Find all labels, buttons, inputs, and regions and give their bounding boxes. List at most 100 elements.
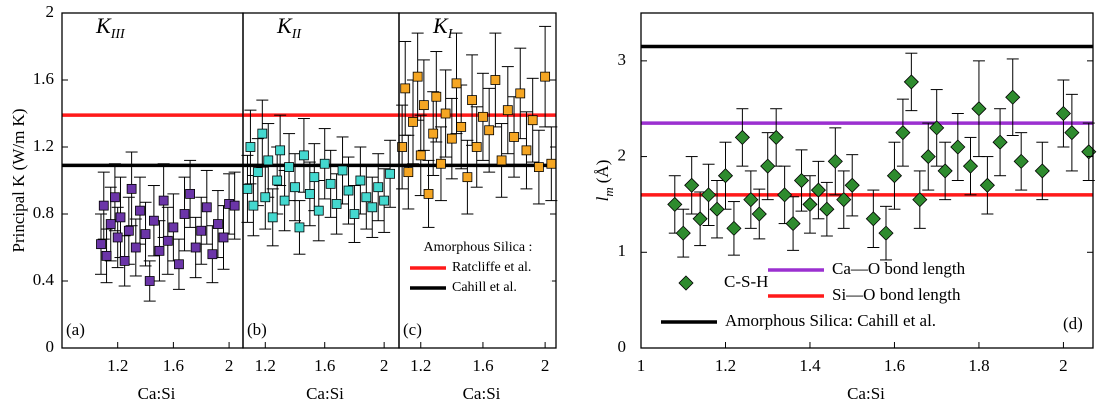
point (950, 139, 966, 155)
point (836, 192, 852, 208)
x-tick-label: 1 (637, 356, 646, 375)
point (337, 165, 348, 176)
point (98, 200, 109, 211)
point (367, 202, 378, 213)
point (971, 101, 987, 117)
point (515, 88, 526, 99)
point (418, 100, 429, 111)
point (284, 162, 294, 173)
legend-label: Ratcliffe et al. (452, 260, 531, 275)
point (299, 150, 309, 161)
point (865, 211, 881, 227)
point (431, 91, 442, 102)
point (768, 129, 784, 145)
point (245, 142, 256, 152)
point (912, 192, 928, 208)
point (920, 149, 936, 165)
point (148, 215, 159, 226)
point (490, 75, 501, 85)
point (408, 116, 418, 127)
y-tick-label: 0.4 (33, 270, 55, 289)
point (96, 239, 106, 250)
point (190, 242, 201, 253)
x-tick-label: 2 (1059, 356, 1068, 375)
point (456, 122, 467, 132)
point (1034, 163, 1050, 179)
point (319, 158, 330, 169)
point (895, 125, 911, 141)
point (793, 172, 810, 189)
x-axis-label: Ca:Si (463, 384, 501, 403)
point (478, 111, 488, 122)
point (379, 195, 390, 206)
point (726, 220, 742, 236)
point (929, 120, 945, 136)
point (196, 225, 207, 236)
x-tick-label: 1.2 (410, 356, 431, 375)
y-tick-label: 0 (46, 337, 55, 356)
x-tick-label: 1.6 (314, 356, 335, 375)
panel-frame (61, 12, 244, 349)
point (546, 158, 557, 169)
point (502, 105, 513, 116)
x-axis-label: Ca:Si (847, 384, 885, 403)
point (785, 216, 801, 232)
y-tick-label: 3 (618, 50, 627, 69)
x-axis-label: Ca:Si (306, 384, 344, 403)
legend-label: Amorphous Silica: Cahill et al. (725, 311, 936, 330)
y-tick-label: 0 (618, 337, 627, 356)
point (423, 188, 434, 199)
legend-label: Ca—O bond length (832, 259, 966, 278)
point (373, 182, 384, 193)
point (484, 125, 495, 136)
point (1005, 89, 1021, 105)
subscript: III (110, 27, 126, 42)
point (992, 134, 1008, 150)
point (751, 206, 767, 222)
point (471, 142, 482, 152)
point (304, 188, 315, 199)
y-tick-label: 2 (46, 2, 55, 21)
point (144, 276, 155, 286)
point (140, 229, 151, 240)
point (185, 188, 195, 199)
point (428, 128, 439, 139)
point (962, 158, 979, 174)
point (701, 187, 717, 203)
point (743, 192, 759, 208)
x-tick-label: 2 (380, 356, 389, 375)
point (1064, 125, 1080, 141)
point (1013, 153, 1029, 169)
y-axis-label: lm (Å) (593, 160, 616, 202)
title-symbol: K (432, 13, 449, 38)
point (242, 183, 253, 194)
x-tick-label: 1.8 (968, 356, 989, 375)
point (446, 133, 457, 144)
point (827, 153, 843, 169)
point (440, 108, 451, 119)
legend-label: C-S-H (724, 272, 768, 291)
panel-title: KII (276, 13, 302, 42)
legend-label: Si—O bond length (832, 285, 961, 304)
point (451, 78, 462, 89)
point (1055, 105, 1071, 122)
point (115, 212, 126, 223)
y-tick-label: 1 (618, 241, 627, 260)
y-tick-label: 0.8 (33, 203, 54, 222)
x-tick-label: 1.6 (163, 356, 184, 375)
point (802, 196, 818, 212)
point (760, 158, 776, 174)
point (734, 129, 750, 145)
point (540, 71, 551, 82)
point (213, 219, 223, 229)
point (154, 245, 165, 256)
point (979, 177, 995, 193)
point (168, 222, 179, 233)
panel-label: (a) (66, 320, 85, 339)
point (684, 177, 700, 193)
point (819, 201, 835, 217)
y-tick-label: 1.2 (33, 136, 54, 155)
point (123, 225, 134, 236)
point (229, 200, 240, 211)
